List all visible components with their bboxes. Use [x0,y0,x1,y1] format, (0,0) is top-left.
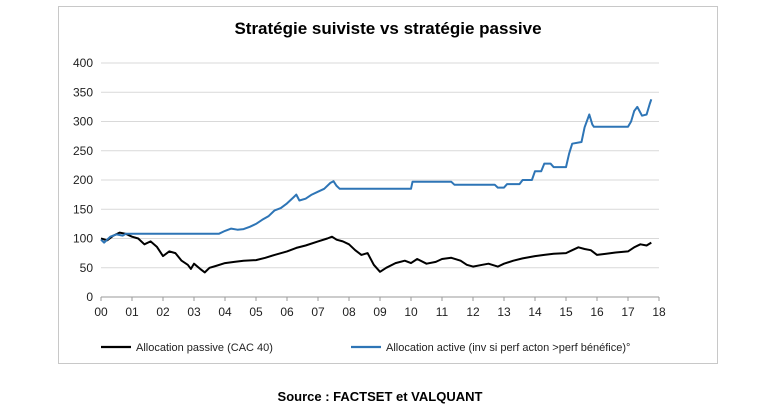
gridlines [101,62,659,298]
x-tick-label: 05 [249,305,263,319]
x-tick-label: 07 [311,305,325,319]
active-series-line [100,98,653,244]
y-tick-label: 0 [86,290,93,304]
line-chart: Stratégie suiviste vs stratégie passive … [73,19,666,354]
x-tick-label: 15 [559,305,573,319]
y-tick-label: 400 [73,56,93,70]
x-tick-label: 06 [280,305,294,319]
x-tick-label: 12 [466,305,480,319]
x-tick-label: 01 [125,305,139,319]
x-tick-label: 09 [373,305,387,319]
y-tick-label: 250 [73,144,93,158]
y-tick-label: 100 [73,232,93,246]
x-tick-label: 10 [404,305,418,319]
legend: Allocation passive (CAC 40) Allocation a… [101,342,630,354]
x-tick-label: 11 [436,305,449,319]
y-tick-label: 50 [80,261,94,275]
y-tick-label: 200 [73,173,93,187]
x-tick-label: 08 [342,305,356,319]
series-lines [100,98,653,274]
x-tick-label: 00 [94,305,108,319]
x-tick-label: 03 [187,305,201,319]
x-tick-label: 18 [652,305,666,319]
chart-frame: Stratégie suiviste vs stratégie passive … [58,6,718,364]
passive-series-line [100,231,652,274]
y-axis: 0 50 100 150 200 250 300 350 400 [73,56,93,304]
x-tick-label: 16 [590,305,604,319]
chart-title: Stratégie suiviste vs stratégie passive [234,19,541,38]
legend-label-passive: Allocation passive (CAC 40) [136,342,273,354]
x-tick-label: 02 [156,305,170,319]
x-tick-label: 17 [621,305,635,319]
y-tick-label: 300 [73,115,93,129]
y-tick-label: 350 [73,85,93,99]
x-tick-label: 04 [218,305,232,319]
x-axis: 00 01 02 03 04 05 06 07 08 09 10 11 12 13 14 15 16 17 18 [94,297,666,319]
x-tick-label: 14 [528,305,542,319]
legend-label-active: Allocation active (inv si perf acton >pe… [386,342,630,354]
x-tick-label: 13 [497,305,511,319]
source-note: Source : FACTSET et VALQUANT [277,389,483,404]
y-tick-label: 150 [73,202,93,216]
